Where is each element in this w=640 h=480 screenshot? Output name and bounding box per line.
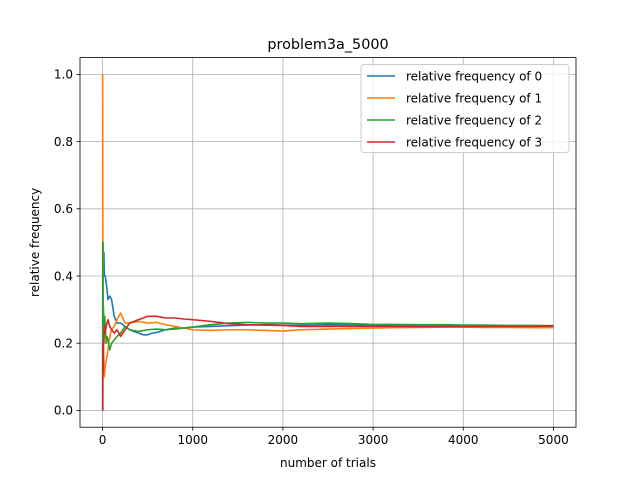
plot-frame (79, 57, 577, 428)
y-tick-label: 0.4 (54, 269, 73, 283)
legend-label-1: relative frequency of 1 (406, 91, 542, 105)
x-tick-label: 3000 (358, 433, 389, 447)
y-tick-label: 0.2 (54, 337, 73, 351)
x-axis-label: number of trials (280, 456, 376, 470)
y-tick-label: 0.0 (54, 404, 73, 418)
chart-title: problem3a_5000 (267, 37, 388, 53)
x-tick-label: 4000 (448, 433, 479, 447)
y-axis: 0.0 0.2 0.4 0.6 0.8 1.0 (54, 68, 80, 418)
x-axis: 0 1000 2000 3000 4000 5000 (99, 427, 569, 447)
legend-label-0: relative frequency of 0 (406, 69, 542, 83)
legend-frame (360, 64, 570, 153)
series-line-2 (101, 241, 554, 411)
legend-label-3: relative frequency of 3 (406, 135, 542, 149)
series-line-1 (101, 74, 554, 378)
y-tick-label: 1.0 (54, 68, 73, 82)
series-layer (101, 74, 554, 412)
x-tick-label: 0 (99, 433, 107, 447)
legend: relative frequency of 0 relative frequenc… (360, 64, 570, 153)
y-tick-label: 0.6 (54, 202, 73, 216)
y-tick-label: 0.8 (54, 135, 73, 149)
y-axis-label: relative frequency (28, 188, 42, 297)
series-line-3 (102, 315, 554, 412)
x-tick-label: 5000 (538, 433, 569, 447)
x-tick-label: 1000 (177, 433, 208, 447)
x-tick-label: 2000 (268, 433, 299, 447)
legend-label-2: relative frequency of 2 (406, 113, 542, 127)
